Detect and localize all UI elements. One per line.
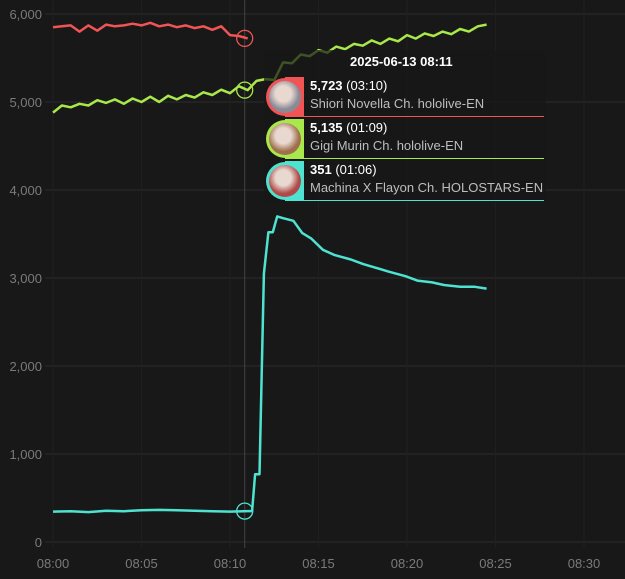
y-tick-label: 6,000 <box>9 7 42 22</box>
tooltip-channel-name: Shiori Novella Ch. hololive-EN <box>310 96 485 111</box>
x-tick-label: 08:15 <box>302 556 335 571</box>
x-tick-label: 08:05 <box>125 556 158 571</box>
tooltip-row: 351 (01:06) Machina X Flayon Ch. HOLOSTA… <box>266 161 544 201</box>
x-axis: 08:00 08:05 08:10 08:15 08:20 08:25 08:30 <box>37 556 601 571</box>
tooltip-title: 2025-06-13 08:11 <box>350 54 453 69</box>
tooltip-underline <box>304 200 544 201</box>
x-tick-label: 08:25 <box>479 556 512 571</box>
avatar <box>266 119 304 159</box>
hover-marker <box>236 502 254 520</box>
tooltip-row: 5,135 (01:09) Gigi Murin Ch. hololive-EN <box>266 119 544 159</box>
tooltip-row: 5,723 (03:10) Shiori Novella Ch. hololiv… <box>266 77 544 117</box>
y-tick-label: 2,000 <box>9 359 42 374</box>
y-tick-label: 3,000 <box>9 271 42 286</box>
y-tick-label: 0 <box>35 535 42 550</box>
x-tick-label: 08:20 <box>391 556 424 571</box>
y-tick-label: 5,000 <box>9 95 42 110</box>
avatar <box>266 77 304 117</box>
x-tick-label: 08:00 <box>37 556 70 571</box>
tooltip-channel-name: Gigi Murin Ch. hololive-EN <box>310 138 464 153</box>
y-tick-label: 1,000 <box>9 447 42 462</box>
y-tick-label: 4,000 <box>9 183 42 198</box>
avatar <box>266 161 304 201</box>
hover-marker <box>236 29 254 48</box>
tooltip-value: 5,135 (01:09) <box>310 120 388 135</box>
tooltip: 2025-06-13 08:11 5,723 (03:10) Shiori No… <box>264 50 546 202</box>
x-tick-label: 08:10 <box>214 556 247 571</box>
tooltip-value: 5,723 (03:10) <box>310 78 388 93</box>
series-line-0 <box>52 21 249 40</box>
tooltip-underline <box>304 116 544 117</box>
tooltip-channel-name: Machina X Flayon Ch. HOLOSTARS-EN <box>310 180 544 195</box>
y-axis: 0 1,000 2,000 3,000 4,000 5,000 6,000 <box>9 7 42 550</box>
x-tick-label: 08:30 <box>568 556 601 571</box>
tooltip-value: 351 (01:06) <box>310 162 377 177</box>
hover-marker <box>236 81 254 99</box>
hover-markers <box>236 29 254 520</box>
tooltip-underline <box>304 158 544 159</box>
series-line-2 <box>52 215 487 514</box>
